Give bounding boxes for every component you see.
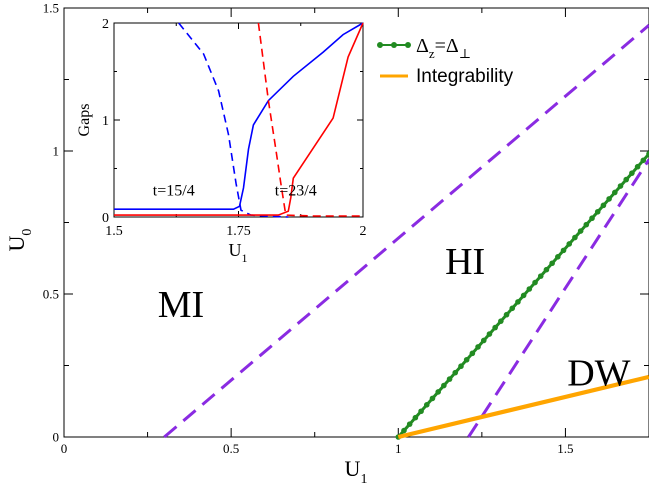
legend-marker-delta-mid [391,42,397,48]
main-x-tick-label: 1 [395,441,402,456]
main-series-2-point [423,402,430,408]
main-series-2-point [577,228,584,234]
legend-label-delta: Δz=Δ⊥ [416,35,471,61]
inset-y-axis-label: Gaps [76,104,93,137]
main-x-tick-label: 1.5 [557,441,573,456]
main-series-2-point [475,344,481,350]
main-series-2-point [555,254,561,260]
main-series-2-point [509,305,516,312]
inset-annotation-1: t=23/4 [275,183,317,200]
main-series-2-point [589,215,595,222]
inset-x-tick-label: 1.5 [105,224,123,239]
main-y-tick-label: 1 [53,144,60,159]
main-series-2-point [429,395,436,402]
main-series-2-point [480,337,487,344]
main-series-2-point [617,183,624,189]
inset-x-axis-label-main: U [229,240,242,260]
legend-marker-delta-right [405,42,411,48]
main-series-2-point [463,356,470,363]
inset-series [114,22,364,218]
inset-annotation-0: t=15/4 [153,183,195,200]
main-series-2-point [401,427,407,434]
main-x-axis-label: U1 [345,456,368,487]
main-series-2-point [486,331,493,337]
main-series-2-point [543,266,550,273]
main-series-2-point [418,408,424,415]
main-y-axis-label-main: U [4,235,29,251]
main-series-0 [163,24,649,439]
legend-delta-eq: =Δ [435,35,459,57]
main-series-2-point [612,189,618,196]
legend: Δz=Δ⊥ Integrability [377,35,514,87]
main-series-2-point [640,157,647,164]
inset-ticks: 1.5 1.75 2 0 1 2 [102,17,367,239]
main-annotation-1: HI [445,241,485,283]
main-series-2-point [572,234,578,241]
inset-series-0 [114,22,364,210]
main-series-2-point [441,382,447,389]
inset-x-tick-label: 2 [360,224,367,239]
inset-y-tick-label: 2 [102,17,109,32]
main-y-tick-label: 0 [53,430,60,445]
inset-x-axis-label: U1 [229,240,248,265]
main-series-2-point [560,247,567,254]
main-series-2-point [600,202,607,209]
main-series-2-point [406,421,413,427]
main-series-2-point [549,260,555,267]
main-series-2-point [498,318,504,324]
main-series-3 [397,374,649,440]
main-series-2-point [606,196,612,202]
main-annotation-0: MI [158,284,204,326]
inset-series-2 [114,22,364,216]
legend-delta-sub1: z [429,46,435,61]
main-series-2-point [503,311,510,318]
main-series-2-point [532,279,538,286]
legend-delta-sub2: ⊥ [459,46,471,61]
main-x-axis-label-sub: 1 [360,472,367,487]
main-series-2-point [446,376,453,382]
legend-label-integrability: Integrability [416,66,514,87]
main-annotations: MI HI DW [158,241,631,395]
main-series-2-point [492,324,498,331]
inset-plot-frame [113,22,364,218]
main-x-tick-label: 0.5 [223,441,239,456]
main-series-2-point [634,163,641,170]
main-series-2-point [566,241,573,247]
main-series-2-point [458,363,464,370]
main-y-axis-label: U0 [4,229,35,252]
main-x-axis-label-main: U [345,456,361,481]
main-series-2-point [526,286,533,292]
main-series-1 [467,158,649,438]
inset-y-tick-label: 1 [102,114,109,129]
main-series-2-point [452,369,459,376]
main-y-axis-label-sub: 0 [20,229,35,236]
main-annotation-2: DW [567,353,630,395]
legend-delta-main: Δ [416,35,429,57]
main-ticks: 0 0.5 1 1.500.511.5 [43,1,649,456]
main-series-2-point [412,414,419,421]
main-series [163,24,649,440]
main-series-2-point [623,176,630,183]
main-series-2-point [435,389,441,395]
legend-marker-delta-left [377,42,383,48]
main-series-2-point [469,350,476,357]
inset-series-3 [257,22,363,217]
inset-annotations: t=15/4 t=23/4 [153,183,317,200]
inset-series-1 [178,22,289,218]
main-x-tick-label: 0 [61,441,68,456]
main-series-2-point [629,170,635,176]
main-series-2-point [594,208,601,215]
main-series-2-point [646,151,649,157]
main-series-2-point [537,273,544,279]
inset-y-tick-label: 0 [102,211,109,226]
main-series-2-point [515,299,521,305]
inset-x-axis-label-sub: 1 [242,251,248,265]
inset-x-tick-label: 1.75 [226,224,251,239]
main-series-2-point [520,292,527,299]
main-y-tick-label: 0.5 [43,287,59,302]
main-y-tick-label: 1.5 [43,1,59,16]
main-series-2-point [583,221,590,228]
